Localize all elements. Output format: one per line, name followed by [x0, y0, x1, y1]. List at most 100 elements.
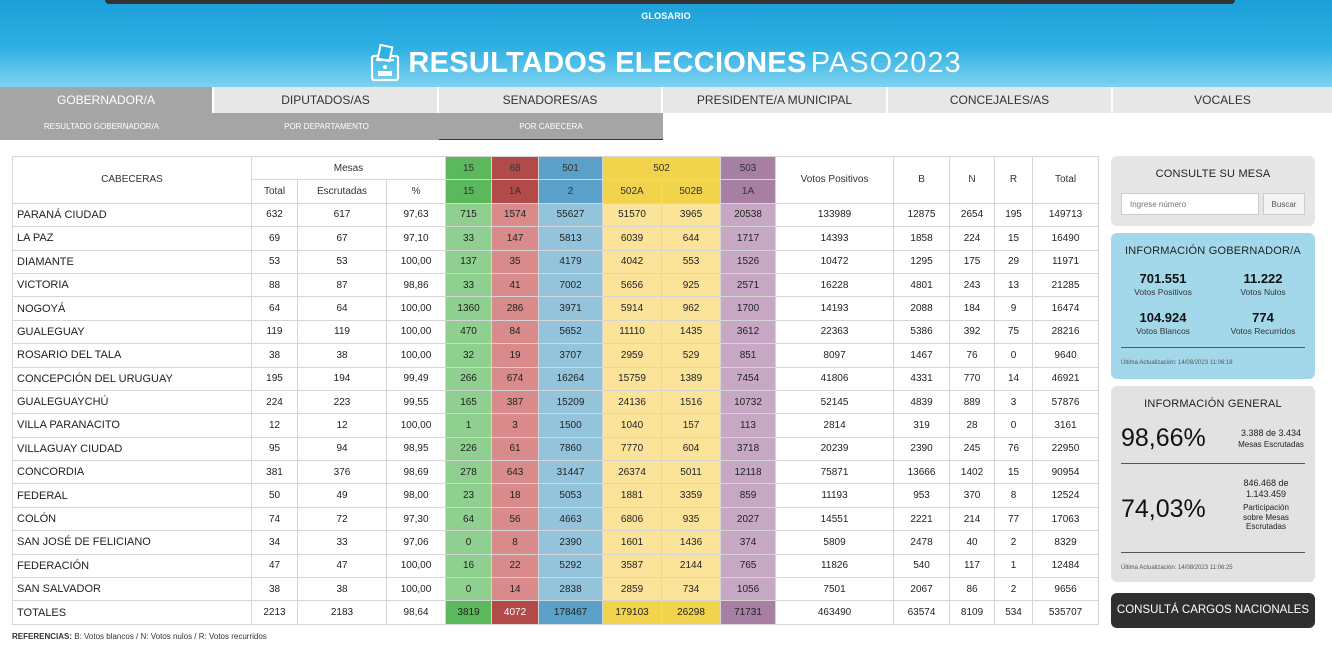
votes-68-1a: 674: [491, 366, 540, 391]
subtab-por-departamento[interactable]: POR DEPARTAMENTO: [284, 122, 369, 131]
votos-recurridos: 15: [994, 226, 1034, 251]
votes-501-2: 2390: [538, 530, 604, 555]
table-row: LA PAZ 69 67 97,10 33 147 5813 6039 644 1717 14393…: [12, 226, 1100, 251]
votos-total: 28216: [1032, 319, 1100, 345]
votes-501-2: 178467: [538, 600, 604, 625]
votes-15: 226: [445, 436, 493, 462]
votes-502b: 925: [661, 272, 722, 298]
tab-diputados[interactable]: DIPUTADOS/AS: [214, 87, 439, 113]
votes-502b: 553: [661, 249, 722, 274]
votes-501-2: 3971: [538, 296, 604, 321]
votes-503-1a: 851: [720, 343, 777, 368]
votos-total: 8329: [1032, 530, 1100, 555]
votes-503-1a: 1717: [720, 226, 777, 251]
party-502-header: 502: [602, 155, 722, 181]
votes-502b: 1436: [661, 530, 722, 555]
cargos-nacionales-button[interactable]: CONSULTÁ CARGOS NACIONALES: [1111, 593, 1315, 628]
votos-recurridos: 0: [994, 343, 1034, 368]
buscar-button[interactable]: Buscar: [1263, 193, 1305, 215]
cabecera-name: VICTORIA: [12, 272, 252, 298]
votes-503-1a: 113: [720, 413, 777, 438]
votes-503-1a: 3718: [720, 436, 777, 462]
votos-nulos: 40: [949, 530, 996, 555]
subtab-resultado-gobernador[interactable]: RESULTADO GOBERNADOR/A: [43, 122, 160, 131]
sub-tabs: RESULTADO GOBERNADOR/A POR DEPARTAMENTO …: [0, 113, 663, 140]
col-mesas-escrutadas: Escrutadas: [297, 179, 387, 204]
votos-positivos: 14551: [775, 506, 895, 532]
votes-68-1a: 286: [491, 296, 540, 321]
votos-blancos: 4801: [893, 272, 951, 298]
table-row: FEDERAL 50 49 98,00 23 18 5053 1881 3359 859 11193…: [12, 483, 1100, 508]
mesas-pct: 98,86: [385, 272, 447, 298]
mesas-escrutadas: 94: [297, 436, 387, 462]
cabecera-name: NOGOYÁ: [12, 296, 252, 321]
votes-502a: 5656: [602, 272, 663, 298]
participacion-pct-value: 74,03%: [1121, 495, 1206, 523]
mesas-escrutadas: 33: [297, 530, 387, 555]
col-cabeceras: CABECERAS: [12, 156, 252, 204]
title-sub: PASO2023: [810, 47, 962, 79]
votes-502b: 962: [661, 296, 722, 321]
tab-presidente-municipal[interactable]: PRESIDENTE/A MUNICIPAL: [663, 87, 888, 113]
tab-concejales[interactable]: CONCEJALES/AS: [888, 87, 1113, 113]
glosario-link[interactable]: GLOSARIO: [641, 11, 691, 21]
participacion-label-c: Escrutadas: [1245, 522, 1287, 531]
mesas-pct: 99,55: [385, 389, 447, 415]
votes-503-1a: 2027: [720, 506, 777, 532]
votes-502b: 935: [661, 506, 722, 532]
col-n: N: [949, 156, 996, 204]
cabecera-name: GUALEGUAYCHÚ: [12, 389, 252, 415]
votos-blancos: 319: [893, 413, 951, 438]
votes-501-2: 1500: [538, 413, 604, 438]
votos-blancos: 1467: [893, 343, 951, 368]
subtab-por-cabecera[interactable]: POR CABECERA: [439, 113, 663, 140]
tab-senadores[interactable]: SENADORES/AS: [439, 87, 663, 113]
table-row: NOGOYÁ 64 64 100,00 1360 286 3971 5914 962 1700 14…: [12, 296, 1100, 321]
votes-15: 1: [445, 413, 493, 438]
votes-502a: 1881: [602, 483, 663, 508]
mesas-pct: 100,00: [385, 296, 447, 321]
mesas-total: 632: [251, 202, 298, 228]
votos-blancos: 953: [893, 483, 951, 508]
mesas-pct: 97,63: [385, 202, 447, 228]
mesas-escrutadas: 64: [297, 296, 387, 321]
table-row: GUALEGUAYCHÚ 224 223 99,55 165 387 15209 24136 1…: [12, 389, 1100, 415]
votos-recurridos-label: Votos Recurridos: [1230, 326, 1296, 336]
votos-nulos: 117: [949, 553, 996, 579]
mesas-pct: 100,00: [385, 343, 447, 368]
mesas-escrutadas: 194: [297, 366, 387, 391]
mesas-total: 88: [251, 272, 298, 298]
mesas-pct-value: 98,66%: [1121, 424, 1206, 452]
votos-positivos: 10472: [775, 249, 895, 274]
votes-503-1a: 20538: [720, 202, 777, 228]
cabecera-name: SAN SALVADOR: [12, 577, 252, 602]
votes-502b: 1516: [661, 389, 722, 415]
votos-recurridos: 15: [994, 460, 1034, 485]
votes-503-1a: 1056: [720, 577, 777, 602]
votos-total: 12524: [1032, 483, 1100, 508]
consulte-mesa-panel: CONSULTE SU MESA Buscar: [1111, 156, 1315, 226]
mesas-escrutadas: 49: [297, 483, 387, 508]
mesas-total: 34: [251, 530, 298, 555]
tab-gobernador[interactable]: GOBERNADOR/A: [0, 87, 214, 113]
votes-503-1a: 2571: [720, 272, 777, 298]
votos-positivos: 14193: [775, 296, 895, 321]
references-label: REFERENCIAS:: [12, 632, 73, 641]
mesas-escrutadas: 67: [297, 226, 387, 251]
mesas-total: 224: [251, 389, 298, 415]
votos-positivos-label: Votos Positivos: [1134, 287, 1192, 297]
votos-blancos: 63574: [893, 600, 951, 625]
votos-nulos: 214: [949, 506, 996, 532]
votos-nulos: 224: [949, 226, 996, 251]
votos-recurridos: 195: [994, 202, 1034, 228]
votos-nulos: 1402: [949, 460, 996, 485]
tab-vocales[interactable]: VOCALES: [1194, 93, 1251, 107]
votos-nulos: 245: [949, 436, 996, 462]
votes-503-1a: 10732: [720, 389, 777, 415]
votos-total: 149713: [1032, 202, 1100, 228]
votos-total: 9656: [1032, 577, 1100, 602]
votos-recurridos: 76: [994, 436, 1034, 462]
mesas-total: 195: [251, 366, 298, 391]
mesa-number-input[interactable]: [1121, 193, 1259, 215]
votos-nulos: 392: [949, 319, 996, 345]
